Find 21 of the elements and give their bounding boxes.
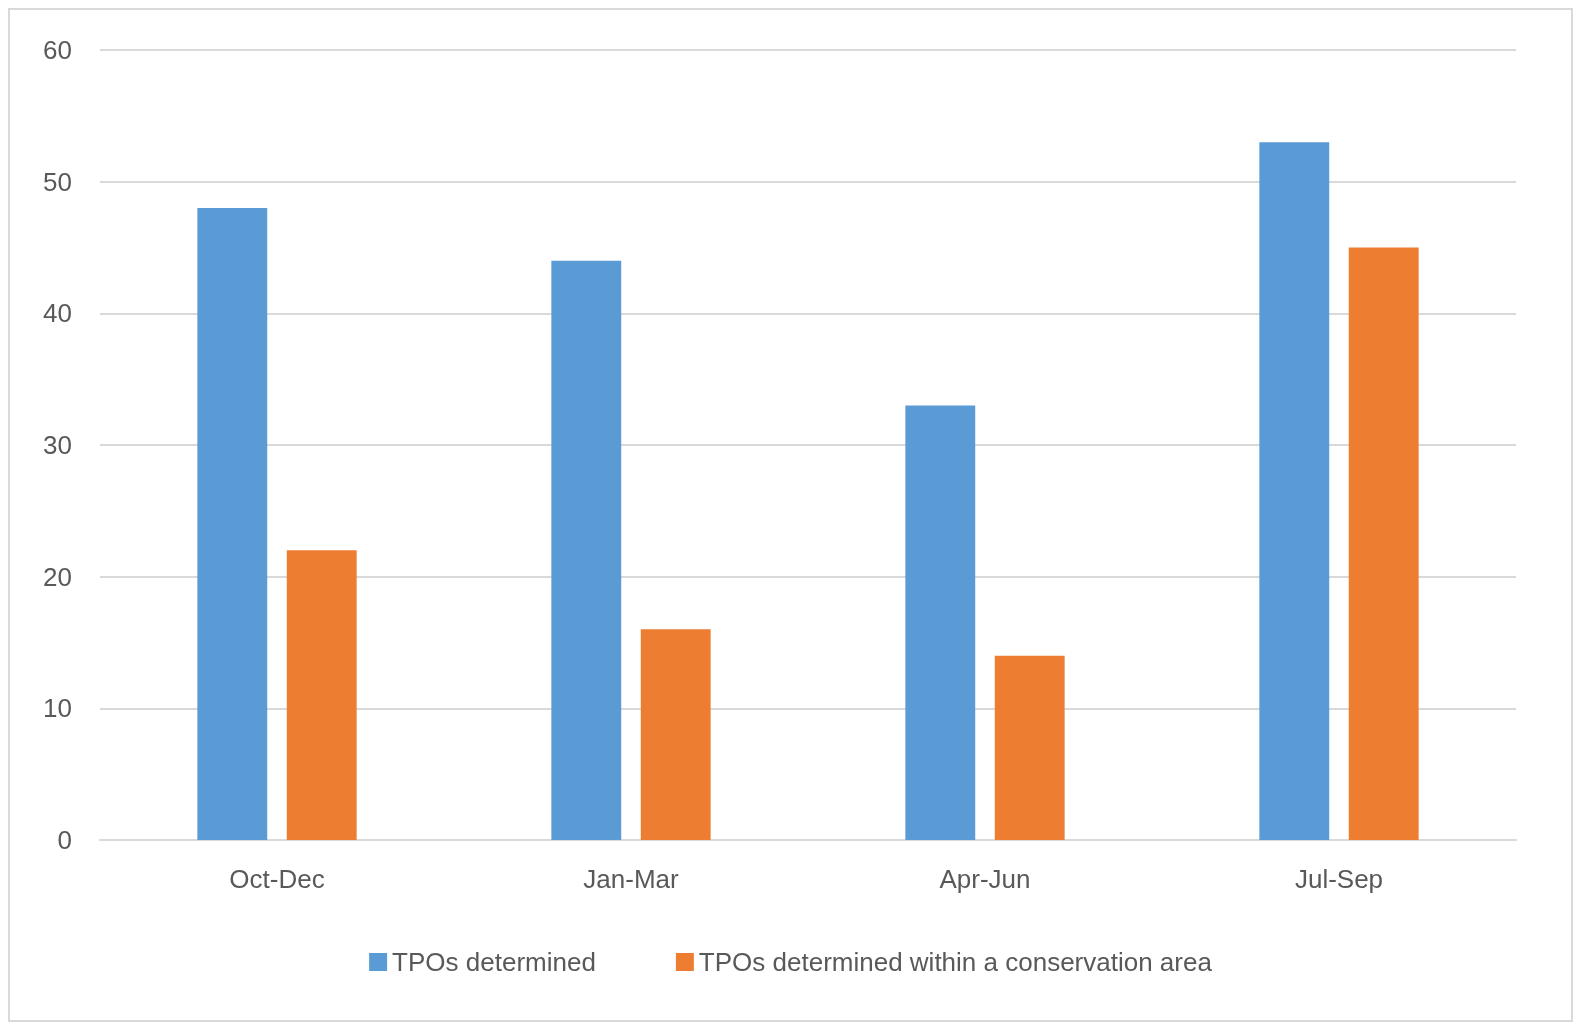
bar	[286, 550, 357, 840]
bar	[994, 655, 1065, 840]
x-tick-label: Apr-Jun	[939, 864, 1031, 894]
x-tick-label: Oct-Dec	[229, 864, 325, 894]
bar	[1348, 247, 1419, 840]
y-tick-label: 20	[43, 561, 72, 592]
bar	[640, 629, 711, 840]
x-tick-label: Jul-Sep	[1294, 864, 1384, 894]
x-tick-label: Jan-Mar	[583, 864, 680, 894]
bar	[1259, 142, 1330, 840]
y-tick-label: 50	[43, 166, 72, 197]
y-tick-label: 60	[43, 35, 72, 65]
bar	[551, 260, 622, 840]
legend-label: TPOs determined within a conservation area	[698, 947, 1213, 977]
y-tick-label: 0	[57, 825, 72, 855]
y-tick-label: 30	[43, 430, 72, 460]
legend-label: TPOs determined	[392, 947, 596, 977]
bar	[905, 405, 976, 840]
y-tick-label: 10	[43, 693, 72, 724]
y-tick-label: 40	[43, 298, 72, 329]
bar	[197, 208, 268, 840]
